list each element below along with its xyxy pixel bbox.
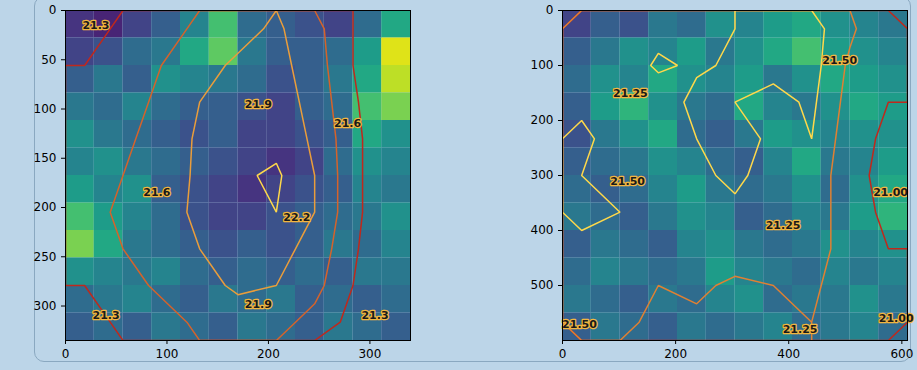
svg-text:300: 300 — [531, 168, 554, 182]
svg-text:21.50: 21.50 — [822, 54, 857, 67]
svg-text:0: 0 — [49, 3, 57, 17]
svg-text:200: 200 — [257, 347, 280, 361]
svg-text:21.9: 21.9 — [245, 298, 272, 311]
svg-text:200: 200 — [664, 347, 687, 361]
svg-text:21.25: 21.25 — [613, 87, 648, 100]
svg-text:21.9: 21.9 — [245, 98, 272, 111]
svg-text:21.00: 21.00 — [879, 312, 914, 325]
svg-text:0: 0 — [62, 347, 70, 361]
svg-text:600: 600 — [890, 347, 913, 361]
svg-text:100: 100 — [34, 102, 57, 116]
svg-text:21.00: 21.00 — [873, 186, 908, 199]
svg-text:400: 400 — [777, 347, 800, 361]
svg-text:21.25: 21.25 — [766, 219, 801, 232]
svg-text:0: 0 — [559, 347, 567, 361]
svg-text:22.2: 22.2 — [283, 211, 310, 224]
svg-text:21.3: 21.3 — [93, 309, 120, 322]
svg-text:21.6: 21.6 — [334, 117, 361, 130]
svg-text:21.50: 21.50 — [610, 175, 645, 188]
svg-text:300: 300 — [358, 347, 381, 361]
svg-text:500: 500 — [531, 278, 554, 292]
svg-text:0: 0 — [546, 3, 554, 17]
svg-text:100: 100 — [156, 347, 179, 361]
svg-text:150: 150 — [34, 151, 57, 165]
svg-text:300: 300 — [34, 299, 57, 313]
svg-text:50: 50 — [41, 53, 56, 67]
svg-text:250: 250 — [34, 250, 57, 264]
svg-text:21.3: 21.3 — [82, 19, 109, 32]
svg-text:21.25: 21.25 — [783, 323, 818, 336]
svg-text:200: 200 — [531, 113, 554, 127]
svg-text:21.3: 21.3 — [361, 309, 388, 322]
svg-text:21.6: 21.6 — [143, 186, 170, 199]
svg-text:200: 200 — [34, 200, 57, 214]
svg-text:21.50: 21.50 — [562, 318, 597, 331]
svg-text:100: 100 — [531, 58, 554, 72]
svg-text:400: 400 — [531, 223, 554, 237]
